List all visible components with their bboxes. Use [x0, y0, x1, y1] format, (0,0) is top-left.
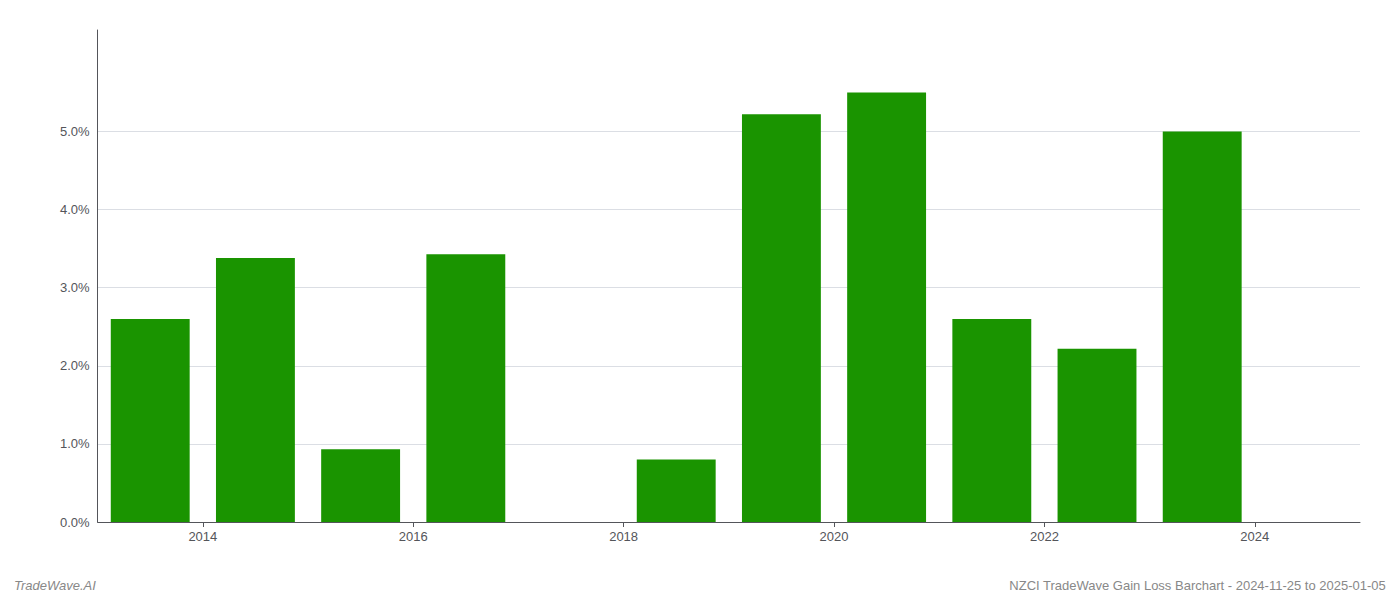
svg-text:3.0%: 3.0%	[60, 280, 90, 295]
svg-text:5.0%: 5.0%	[60, 124, 90, 139]
svg-text:2018: 2018	[609, 529, 638, 544]
svg-text:1.0%: 1.0%	[60, 436, 90, 451]
svg-text:NZCI TradeWave Gain Loss Barch: NZCI TradeWave Gain Loss Barchart - 2024…	[1009, 578, 1385, 593]
svg-text:2024: 2024	[1240, 529, 1269, 544]
svg-text:TradeWave.AI: TradeWave.AI	[14, 578, 96, 593]
svg-text:2016: 2016	[399, 529, 428, 544]
svg-text:0.0%: 0.0%	[60, 515, 90, 530]
svg-text:2020: 2020	[820, 529, 849, 544]
svg-text:2014: 2014	[188, 529, 217, 544]
svg-text:2022: 2022	[1030, 529, 1059, 544]
svg-text:4.0%: 4.0%	[60, 202, 90, 217]
svg-text:2.0%: 2.0%	[60, 358, 90, 373]
